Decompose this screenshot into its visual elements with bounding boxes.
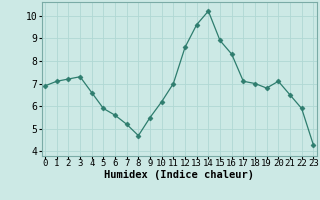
X-axis label: Humidex (Indice chaleur): Humidex (Indice chaleur)	[104, 170, 254, 180]
